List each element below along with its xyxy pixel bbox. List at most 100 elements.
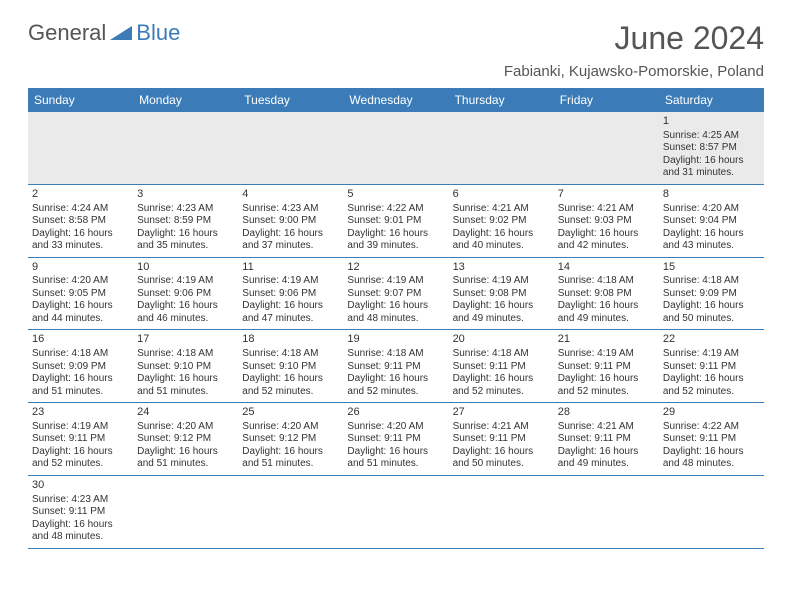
daylight-line: Daylight: 16 hours and 35 minutes. bbox=[137, 228, 234, 253]
empty-cell bbox=[449, 475, 554, 548]
sunrise-line: Sunrise: 4:20 AM bbox=[663, 203, 760, 216]
day-header-monday: Monday bbox=[133, 88, 238, 112]
daylight-line: Daylight: 16 hours and 51 minutes. bbox=[242, 446, 339, 471]
day-number: 22 bbox=[663, 333, 760, 347]
day-cell: 25Sunrise: 4:20 AMSunset: 9:12 PMDayligh… bbox=[238, 403, 343, 476]
day-number: 20 bbox=[453, 333, 550, 347]
day-number: 30 bbox=[32, 479, 129, 493]
empty-cell bbox=[133, 112, 238, 184]
daylight-line: Daylight: 16 hours and 49 minutes. bbox=[558, 446, 655, 471]
sunrise-line: Sunrise: 4:24 AM bbox=[32, 203, 129, 216]
day-cell: 18Sunrise: 4:18 AMSunset: 9:10 PMDayligh… bbox=[238, 330, 343, 403]
sunset-line: Sunset: 9:11 PM bbox=[453, 433, 550, 446]
header-right: June 2024 Fabianki, Kujawsko-Pomorskie, … bbox=[504, 20, 764, 80]
sunrise-line: Sunrise: 4:20 AM bbox=[137, 421, 234, 434]
sunset-line: Sunset: 8:57 PM bbox=[663, 142, 760, 155]
day-number: 15 bbox=[663, 261, 760, 275]
sunrise-line: Sunrise: 4:21 AM bbox=[453, 421, 550, 434]
daylight-line: Daylight: 16 hours and 43 minutes. bbox=[663, 228, 760, 253]
daylight-line: Daylight: 16 hours and 47 minutes. bbox=[242, 300, 339, 325]
day-cell: 5Sunrise: 4:22 AMSunset: 9:01 PMDaylight… bbox=[343, 184, 448, 257]
daylight-line: Daylight: 16 hours and 44 minutes. bbox=[32, 300, 129, 325]
daylight-line: Daylight: 16 hours and 49 minutes. bbox=[453, 300, 550, 325]
week-row: 2Sunrise: 4:24 AMSunset: 8:58 PMDaylight… bbox=[28, 184, 764, 257]
empty-cell bbox=[133, 475, 238, 548]
sunset-line: Sunset: 9:08 PM bbox=[453, 288, 550, 301]
day-cell: 27Sunrise: 4:21 AMSunset: 9:11 PMDayligh… bbox=[449, 403, 554, 476]
sunrise-line: Sunrise: 4:18 AM bbox=[32, 348, 129, 361]
day-number: 11 bbox=[242, 261, 339, 275]
sunrise-line: Sunrise: 4:18 AM bbox=[663, 275, 760, 288]
daylight-line: Daylight: 16 hours and 52 minutes. bbox=[558, 373, 655, 398]
sunrise-line: Sunrise: 4:18 AM bbox=[453, 348, 550, 361]
daylight-line: Daylight: 16 hours and 48 minutes. bbox=[32, 519, 129, 544]
empty-cell bbox=[554, 475, 659, 548]
sunrise-line: Sunrise: 4:23 AM bbox=[137, 203, 234, 216]
sunset-line: Sunset: 9:07 PM bbox=[347, 288, 444, 301]
sunrise-line: Sunrise: 4:21 AM bbox=[558, 421, 655, 434]
day-header-friday: Friday bbox=[554, 88, 659, 112]
day-header-tuesday: Tuesday bbox=[238, 88, 343, 112]
week-row: 30Sunrise: 4:23 AMSunset: 9:11 PMDayligh… bbox=[28, 475, 764, 548]
day-cell: 11Sunrise: 4:19 AMSunset: 9:06 PMDayligh… bbox=[238, 257, 343, 330]
sunrise-line: Sunrise: 4:22 AM bbox=[347, 203, 444, 216]
sunset-line: Sunset: 9:06 PM bbox=[137, 288, 234, 301]
daylight-line: Daylight: 16 hours and 51 minutes. bbox=[347, 446, 444, 471]
sunset-line: Sunset: 8:59 PM bbox=[137, 215, 234, 228]
day-cell: 14Sunrise: 4:18 AMSunset: 9:08 PMDayligh… bbox=[554, 257, 659, 330]
day-number: 17 bbox=[137, 333, 234, 347]
sunset-line: Sunset: 9:11 PM bbox=[32, 506, 129, 519]
daylight-line: Daylight: 16 hours and 39 minutes. bbox=[347, 228, 444, 253]
daylight-line: Daylight: 16 hours and 48 minutes. bbox=[663, 446, 760, 471]
day-cell: 13Sunrise: 4:19 AMSunset: 9:08 PMDayligh… bbox=[449, 257, 554, 330]
sunrise-line: Sunrise: 4:20 AM bbox=[347, 421, 444, 434]
day-cell: 15Sunrise: 4:18 AMSunset: 9:09 PMDayligh… bbox=[659, 257, 764, 330]
daylight-line: Daylight: 16 hours and 31 minutes. bbox=[663, 155, 760, 180]
logo-text-general: General bbox=[28, 20, 106, 46]
sunset-line: Sunset: 9:03 PM bbox=[558, 215, 655, 228]
day-cell: 3Sunrise: 4:23 AMSunset: 8:59 PMDaylight… bbox=[133, 184, 238, 257]
sunset-line: Sunset: 9:09 PM bbox=[663, 288, 760, 301]
day-number: 6 bbox=[453, 188, 550, 202]
page-title: June 2024 bbox=[504, 20, 764, 57]
sunset-line: Sunset: 9:11 PM bbox=[558, 433, 655, 446]
daylight-line: Daylight: 16 hours and 51 minutes. bbox=[32, 373, 129, 398]
day-number: 13 bbox=[453, 261, 550, 275]
daylight-line: Daylight: 16 hours and 33 minutes. bbox=[32, 228, 129, 253]
sunrise-line: Sunrise: 4:19 AM bbox=[242, 275, 339, 288]
day-cell: 9Sunrise: 4:20 AMSunset: 9:05 PMDaylight… bbox=[28, 257, 133, 330]
day-cell: 28Sunrise: 4:21 AMSunset: 9:11 PMDayligh… bbox=[554, 403, 659, 476]
day-cell: 29Sunrise: 4:22 AMSunset: 9:11 PMDayligh… bbox=[659, 403, 764, 476]
day-header-wednesday: Wednesday bbox=[343, 88, 448, 112]
sunrise-line: Sunrise: 4:19 AM bbox=[663, 348, 760, 361]
day-cell: 6Sunrise: 4:21 AMSunset: 9:02 PMDaylight… bbox=[449, 184, 554, 257]
week-row: 16Sunrise: 4:18 AMSunset: 9:09 PMDayligh… bbox=[28, 330, 764, 403]
sunrise-line: Sunrise: 4:18 AM bbox=[137, 348, 234, 361]
day-cell: 1Sunrise: 4:25 AMSunset: 8:57 PMDaylight… bbox=[659, 112, 764, 184]
day-number: 12 bbox=[347, 261, 444, 275]
sunrise-line: Sunrise: 4:19 AM bbox=[347, 275, 444, 288]
daylight-line: Daylight: 16 hours and 37 minutes. bbox=[242, 228, 339, 253]
sunrise-line: Sunrise: 4:20 AM bbox=[32, 275, 129, 288]
day-number: 23 bbox=[32, 406, 129, 420]
day-number: 2 bbox=[32, 188, 129, 202]
day-header-sunday: Sunday bbox=[28, 88, 133, 112]
day-number: 1 bbox=[663, 115, 760, 129]
sunset-line: Sunset: 9:04 PM bbox=[663, 215, 760, 228]
sunset-line: Sunset: 9:01 PM bbox=[347, 215, 444, 228]
day-number: 5 bbox=[347, 188, 444, 202]
day-number: 18 bbox=[242, 333, 339, 347]
day-cell: 16Sunrise: 4:18 AMSunset: 9:09 PMDayligh… bbox=[28, 330, 133, 403]
day-cell: 17Sunrise: 4:18 AMSunset: 9:10 PMDayligh… bbox=[133, 330, 238, 403]
sunset-line: Sunset: 9:11 PM bbox=[32, 433, 129, 446]
day-number: 27 bbox=[453, 406, 550, 420]
sunrise-line: Sunrise: 4:23 AM bbox=[242, 203, 339, 216]
daylight-line: Daylight: 16 hours and 40 minutes. bbox=[453, 228, 550, 253]
sunset-line: Sunset: 9:00 PM bbox=[242, 215, 339, 228]
day-number: 9 bbox=[32, 261, 129, 275]
empty-cell bbox=[238, 112, 343, 184]
sunset-line: Sunset: 9:08 PM bbox=[558, 288, 655, 301]
day-number: 8 bbox=[663, 188, 760, 202]
day-number: 21 bbox=[558, 333, 655, 347]
location-label: Fabianki, Kujawsko-Pomorskie, Poland bbox=[504, 63, 764, 80]
